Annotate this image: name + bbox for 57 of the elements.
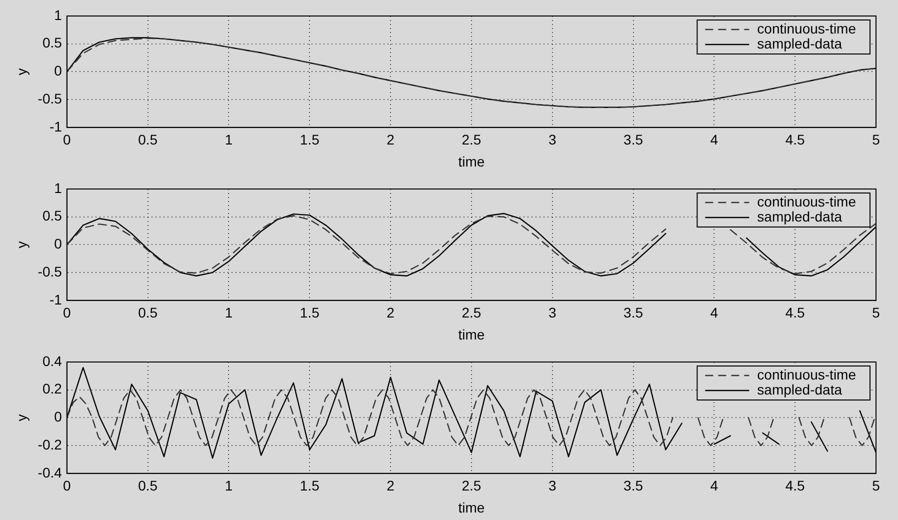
x-tick-label: 0.5 <box>138 304 158 321</box>
x-tick-label: 2.5 <box>462 478 482 494</box>
x-tick-label: 4 <box>710 304 718 321</box>
x-tick-label: 4.5 <box>785 478 806 494</box>
x-tick-label: 1 <box>224 478 233 494</box>
x-tick-label: 3 <box>548 478 556 494</box>
y-tick-label: 0 <box>54 236 62 252</box>
x-tick-label: 5 <box>872 304 880 321</box>
y-tick-label: 0.5 <box>42 34 62 51</box>
x-axis-title: time <box>458 499 485 516</box>
y-tick-label: 0 <box>54 62 62 79</box>
x-tick-label: 2.5 <box>462 304 482 321</box>
y-tick-label: -0.5 <box>38 263 62 280</box>
x-axis-title: time <box>458 153 485 170</box>
x-tick-label: 2 <box>386 304 395 321</box>
x-tick-label: 0.5 <box>138 478 158 494</box>
x-tick-label: 2 <box>386 132 395 148</box>
y-tick-label: 0.2 <box>42 380 62 397</box>
y-tick-label: 1 <box>54 180 62 196</box>
x-axis-title: time <box>458 326 485 342</box>
y-axis-title: y <box>13 68 30 76</box>
y-tick-label: 1 <box>54 6 62 23</box>
y-axis-title: y <box>13 414 30 422</box>
x-tick-label: 2 <box>386 478 395 494</box>
x-tick-label: 3.5 <box>624 478 644 494</box>
x-tick-label: 3.5 <box>624 304 644 321</box>
x-tick-label: 5 <box>872 478 880 494</box>
x-tick-label: 3 <box>548 304 556 321</box>
x-tick-label: 4.5 <box>785 132 806 148</box>
x-tick-label: 0.5 <box>138 132 158 148</box>
x-tick-label: 3 <box>548 132 556 148</box>
x-tick-label: 1.5 <box>300 132 320 148</box>
x-tick-label: 4.5 <box>785 304 806 321</box>
y-tick-label: 0.5 <box>42 208 62 224</box>
legend-label: continuous-time <box>757 20 856 36</box>
x-tick-label: 4 <box>710 478 718 494</box>
y-tick-label: -0.5 <box>38 90 62 106</box>
x-tick-label: 1.5 <box>300 304 320 321</box>
x-tick-label: 5 <box>872 132 880 148</box>
legend-label: continuous-time <box>757 366 856 382</box>
x-tick-label: 3.5 <box>624 132 644 148</box>
y-tick-label: 0.4 <box>42 352 62 369</box>
x-tick-label: 1.5 <box>300 478 320 494</box>
x-tick-label: 2.5 <box>462 132 482 148</box>
x-tick-label: 1 <box>224 304 233 321</box>
y-axis-title: y <box>13 241 30 248</box>
x-tick-label: 1 <box>224 132 233 148</box>
y-tick-label: -0.2 <box>38 436 62 452</box>
y-tick-label: -1 <box>49 291 62 308</box>
y-tick-label: 0 <box>54 408 62 425</box>
y-tick-label: -0.4 <box>38 464 62 480</box>
y-tick-label: -1 <box>49 118 62 134</box>
legend-label: sampled-data <box>757 35 842 52</box>
legend-label: continuous-time <box>757 193 856 210</box>
legend-label: sampled-data <box>757 208 842 224</box>
x-tick-label: 4 <box>710 132 718 148</box>
legend-label: sampled-data <box>757 381 842 398</box>
